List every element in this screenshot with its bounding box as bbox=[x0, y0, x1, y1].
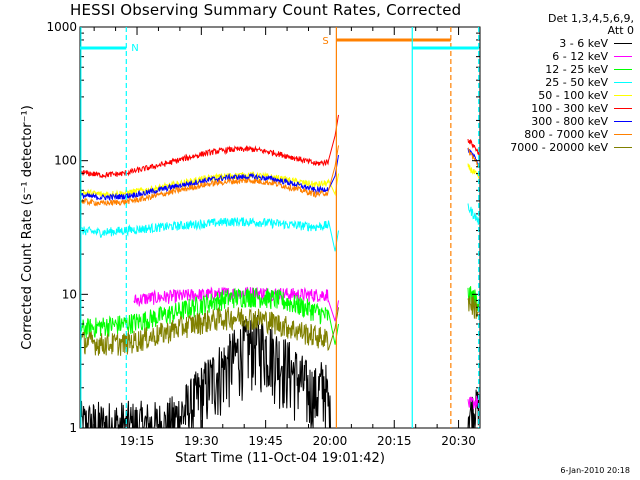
x-tick-label: 19:45 bbox=[248, 434, 283, 448]
saa-label: S bbox=[322, 36, 328, 47]
legend-label: 50 - 100 keV bbox=[538, 89, 608, 102]
series-line-late bbox=[467, 203, 480, 225]
x-tick-label: 20:15 bbox=[377, 434, 412, 448]
data-layer bbox=[79, 114, 480, 430]
series-line bbox=[79, 171, 339, 199]
legend-item: 6 - 12 keV bbox=[484, 50, 634, 63]
legend-label: 25 - 50 keV bbox=[545, 76, 608, 89]
legend-label: 3 - 6 keV bbox=[559, 37, 608, 50]
legend-swatch bbox=[614, 69, 632, 70]
series-line-late bbox=[467, 138, 480, 156]
legend-item: 12 - 25 keV bbox=[484, 63, 634, 76]
series-line-late bbox=[467, 147, 480, 168]
y-tick-label: 10 bbox=[62, 287, 77, 301]
legend-item: 800 - 7000 keV bbox=[484, 128, 634, 141]
legend-label: 7000 - 20000 keV bbox=[510, 141, 608, 154]
y-axis-label: Corrected Count Rate (s⁻¹ detector⁻¹) bbox=[20, 105, 35, 350]
legend-label: 6 - 12 keV bbox=[552, 50, 608, 63]
night-label: N bbox=[131, 43, 138, 54]
series-line bbox=[79, 155, 339, 201]
series-3_6keV bbox=[79, 314, 480, 430]
series-line bbox=[79, 306, 339, 356]
legend-label: 300 - 800 keV bbox=[531, 115, 608, 128]
legend-swatch bbox=[614, 56, 632, 57]
legend-swatch bbox=[614, 95, 632, 96]
legend-swatch bbox=[614, 134, 632, 135]
y-tick-label: 1 bbox=[69, 421, 77, 435]
y-tick-label: 100 bbox=[54, 154, 77, 168]
axis-layer: 19:15 19:30 19:45 20:00 20:15 20:30 1 10 100 1000… bbox=[20, 20, 481, 466]
plot-frame bbox=[79, 26, 481, 429]
series-100_300keV bbox=[79, 114, 480, 179]
series-12_25keV bbox=[79, 286, 480, 345]
annotation-layer: NS bbox=[80, 27, 480, 428]
series-line bbox=[79, 145, 339, 207]
legend-swatch bbox=[614, 147, 632, 148]
series-line bbox=[79, 314, 339, 430]
legend-item: 100 - 300 keV bbox=[484, 102, 634, 115]
series-line bbox=[79, 217, 339, 252]
chart-title: HESSI Observing Summary Count Rates, Cor… bbox=[70, 1, 462, 19]
legend-label: 800 - 7000 keV bbox=[524, 128, 608, 141]
series-line-late bbox=[467, 394, 480, 410]
x-tick-label: 20:00 bbox=[313, 434, 348, 448]
legend-item: 300 - 800 keV bbox=[484, 115, 634, 128]
legend-item: 25 - 50 keV bbox=[484, 76, 634, 89]
series-line-late bbox=[467, 163, 480, 179]
legend-detectors: Det 1,3,4,5,6,9, bbox=[547, 12, 634, 25]
x-tick-label: 19:30 bbox=[184, 434, 219, 448]
legend-item: 3 - 6 keV bbox=[484, 37, 634, 50]
series-line bbox=[79, 287, 339, 345]
x-tick-label: 20:30 bbox=[441, 434, 476, 448]
legend-label: 100 - 300 keV bbox=[531, 102, 608, 115]
x-tick-label: 19:15 bbox=[120, 434, 155, 448]
footer-timestamp: 6-Jan-2010 20:18 bbox=[560, 466, 630, 475]
series-line-late bbox=[467, 389, 480, 429]
legend-swatch bbox=[614, 108, 632, 109]
series-line bbox=[79, 114, 339, 179]
x-axis-label: Start Time (11-Oct-04 19:01:42) bbox=[175, 451, 385, 466]
series-800_7000keV bbox=[79, 145, 480, 207]
legend-swatch bbox=[614, 121, 632, 122]
legend-swatch bbox=[614, 43, 632, 44]
y-tick-label: 1000 bbox=[46, 20, 77, 34]
legend-attenuator: Att 0 bbox=[607, 24, 634, 37]
series-25_50keV bbox=[79, 203, 480, 252]
legend: Det 1,3,4,5,6,9, Att 0 3 - 6 keV 6 - 12 k… bbox=[484, 12, 634, 155]
legend-item: 50 - 100 keV bbox=[484, 89, 634, 102]
legend-label: 12 - 25 keV bbox=[545, 63, 608, 76]
legend-swatch bbox=[614, 82, 632, 83]
legend-item: 7000 - 20000 keV bbox=[484, 141, 634, 154]
